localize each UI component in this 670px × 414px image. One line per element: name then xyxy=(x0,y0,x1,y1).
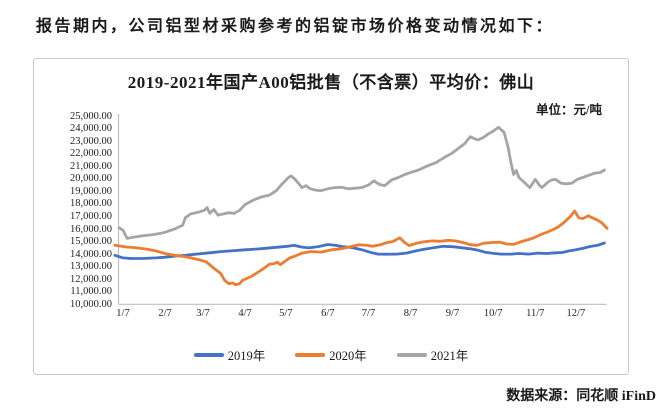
legend-swatch-icon xyxy=(396,352,427,357)
x-tick-label: 8/7 xyxy=(403,308,418,319)
legend-label: 2021年 xyxy=(430,349,469,363)
x-tick-label: 5/7 xyxy=(279,308,293,319)
legend-label: 2019年 xyxy=(227,349,266,363)
y-tick-label: 15,000.00 xyxy=(70,236,112,247)
legend-swatch-icon xyxy=(193,352,224,357)
y-tick-label: 16,000.00 xyxy=(70,223,112,235)
y-tick-label: 22,000.00 xyxy=(70,148,112,160)
y-tick-label: 21,000.00 xyxy=(70,160,112,172)
data-source-note: 数据来源：同花顺 iFinD xyxy=(506,389,656,404)
legend-swatch-icon xyxy=(295,352,326,357)
x-tick-label: 10/7 xyxy=(483,308,503,319)
y-tick-label: 12,000.00 xyxy=(70,273,112,285)
series-line-2019年 xyxy=(113,241,606,260)
chart-title: 2019-2021年国产A00铝批售（不含票）平均价：佛山 xyxy=(127,73,535,92)
y-tick-label: 14,000.00 xyxy=(70,248,112,260)
y-tick-label: 18,000.00 xyxy=(70,198,112,210)
x-tick-label: 2/7 xyxy=(158,308,172,319)
x-tick-label: 12/7 xyxy=(566,308,586,319)
y-tick-label: 17,000.00 xyxy=(70,210,112,222)
intro-paragraph: 报告期内，公司铝型材采购参考的铝锭市场价格变动情况如下： xyxy=(36,18,555,35)
legend-label: 2020年 xyxy=(329,349,367,363)
x-tick-label: 3/7 xyxy=(196,308,210,319)
chart-legend: 2019年 2020年 2021年 xyxy=(34,345,628,364)
price-chart: 2019-2021年国产A00铝批售（不含票）平均价：佛山 单位：元/吨 25,… xyxy=(33,58,629,375)
series-line-2021年 xyxy=(117,125,606,240)
legend-item: 2020年 xyxy=(295,345,367,364)
y-tick-label: 13,000.00 xyxy=(70,261,112,273)
x-tick-label: 6/7 xyxy=(321,308,335,319)
y-tick-label: 11,000.00 xyxy=(70,286,112,298)
x-tick-label: 9/7 xyxy=(445,308,460,319)
y-tick-label: 20,000.00 xyxy=(70,173,112,185)
x-tick-label: 7/7 xyxy=(361,308,376,319)
x-tick-label: 4/7 xyxy=(238,308,252,319)
series-line-2020年 xyxy=(113,209,609,287)
y-tick-label: 25,000.00 xyxy=(70,110,112,122)
x-tick-label: 11/7 xyxy=(526,308,545,319)
y-tick-label: 19,000.00 xyxy=(70,185,112,197)
legend-item: 2019年 xyxy=(193,345,266,364)
x-tick-label: 1/7 xyxy=(116,308,130,319)
y-tick-label: 24,000.00 xyxy=(70,123,112,135)
y-tick-label: 10,000.00 xyxy=(70,298,112,310)
y-tick-label: 23,000.00 xyxy=(70,135,112,147)
chart-plot-area xyxy=(113,114,609,305)
legend-item: 2021年 xyxy=(396,345,469,364)
chart-unit-label: 单位：元/吨 xyxy=(536,103,602,117)
